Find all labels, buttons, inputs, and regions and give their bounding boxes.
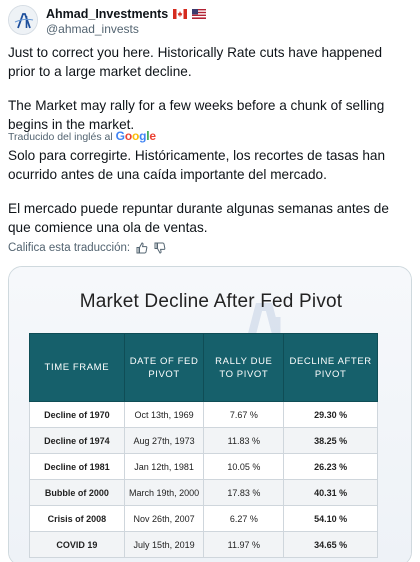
cell-rally: 10.05 %	[203, 453, 285, 480]
translation-paragraph-1: Solo para corregirte. Históricamente, lo…	[8, 148, 386, 182]
image-content: Market Decline After Fed Pivot TIME FRAM…	[9, 267, 411, 562]
table-row: Decline of 1970 Oct 13th, 1969 7.67 % 29…	[29, 401, 378, 428]
cell-rally: 11.97 %	[203, 531, 285, 558]
header-rally-due-to-pivot: RALLY DUE TO PIVOT	[203, 333, 285, 402]
cell-time-frame: Bubble of 2000	[29, 479, 125, 506]
tweet-text: Just to correct you here. Historically R…	[8, 44, 412, 134]
us-flag-icon	[192, 9, 207, 19]
cell-rally: 17.83 %	[203, 479, 285, 506]
author-handle[interactable]: @ahmad_invests	[46, 22, 139, 36]
cell-decline: 34.65 %	[283, 531, 378, 558]
cell-pivot-date: Nov 26th, 2007	[123, 505, 205, 532]
header-time-frame: TIME FRAME	[29, 333, 125, 402]
header-decline-after-pivot: DECLINE AFTER PIVOT	[283, 333, 378, 402]
image-title: Market Decline After Fed Pivot	[79, 291, 343, 312]
rate-translation-label: Califica esta traducción:	[8, 242, 131, 254]
translation-paragraph-2: El mercado puede repuntar durante alguna…	[8, 201, 389, 235]
rate-translation: Califica esta traducción:	[8, 242, 166, 254]
cell-decline: 54.10 %	[283, 505, 378, 532]
table-header-row: TIME FRAME DATE OF FED PIVOT RALLY DUE T…	[29, 333, 378, 402]
cell-pivot-date: July 15th, 2019	[123, 531, 205, 558]
cell-time-frame: COVID 19	[29, 531, 125, 558]
table-row: Crisis of 2008 Nov 26th, 2007 6.27 % 54.…	[29, 505, 378, 532]
cell-time-frame: Decline of 1981	[29, 453, 125, 480]
pivot-table: TIME FRAME DATE OF FED PIVOT RALLY DUE T…	[29, 333, 378, 558]
translated-by[interactable]: Traducido del inglés al Google	[8, 129, 156, 143]
avatar-logo-icon	[9, 6, 37, 34]
table-row: Decline of 1981 Jan 12th, 1981 10.05 % 2…	[29, 453, 378, 480]
cell-pivot-date: Oct 13th, 1969	[123, 401, 205, 428]
cell-decline: 38.25 %	[283, 427, 378, 454]
table-row: Decline of 1974 Aug 27th, 1973 11.83 % 3…	[29, 427, 378, 454]
cell-time-frame: Decline of 1970	[29, 401, 125, 428]
cell-pivot-date: Jan 12th, 1981	[123, 453, 205, 480]
avatar[interactable]	[8, 5, 38, 35]
tweet-paragraph-1: Just to correct you here. Historically R…	[8, 45, 383, 79]
cell-decline: 26.23 %	[283, 453, 378, 480]
display-name[interactable]: Ahmad_Investments	[46, 7, 169, 21]
tweet-image[interactable]: Market Decline After Fed Pivot TIME FRAM…	[8, 266, 412, 562]
header-date-of-fed-pivot: DATE OF FED PIVOT	[123, 333, 205, 402]
cell-time-frame: Decline of 1974	[29, 427, 125, 454]
translated-by-label: Traducido del inglés al	[8, 131, 113, 143]
translation-text: Solo para corregirte. Históricamente, lo…	[8, 147, 412, 237]
table-row: Bubble of 2000 March 19th, 2000 17.83 % …	[29, 479, 378, 506]
tweet-paragraph-2: The Market may rally for a few weeks bef…	[8, 98, 385, 132]
cell-pivot-date: Aug 27th, 1973	[123, 427, 205, 454]
table-row: COVID 19 July 15th, 2019 11.97 % 34.65 %	[29, 531, 378, 558]
name-line: Ahmad_Investments	[46, 6, 207, 22]
thumbs-up-icon[interactable]	[136, 242, 148, 254]
cell-rally: 7.67 %	[203, 401, 285, 428]
cell-rally: 6.27 %	[203, 505, 285, 532]
cell-decline: 40.31 %	[283, 479, 378, 506]
cell-time-frame: Crisis of 2008	[29, 505, 125, 532]
cell-decline: 29.30 %	[283, 401, 378, 428]
google-logo-icon: Google	[115, 129, 156, 143]
cell-rally: 11.83 %	[203, 427, 285, 454]
cell-pivot-date: March 19th, 2000	[123, 479, 205, 506]
canada-flag-icon	[173, 9, 188, 19]
thumbs-down-icon[interactable]	[154, 242, 166, 254]
tweet-header: Ahmad_Investments @ahmad_invests	[8, 4, 412, 38]
